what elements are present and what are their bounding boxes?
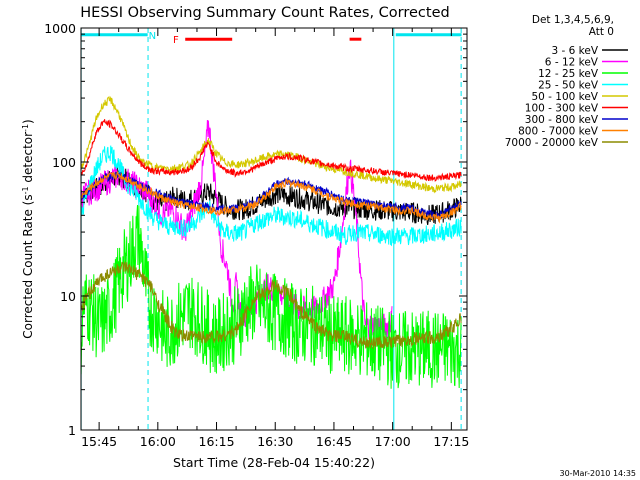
status-flag-1: F bbox=[173, 35, 179, 46]
x-tick-label-0: 15:45 bbox=[81, 434, 117, 449]
x-tick-label-3: 16:30 bbox=[257, 434, 293, 449]
legend-label-2: 12 - 25 keV bbox=[538, 68, 599, 80]
series-lines bbox=[80, 95, 462, 389]
footer-date: 30-Mar-2010 14:35 bbox=[560, 469, 637, 478]
y-tick-label-1: 10 bbox=[60, 289, 76, 304]
y-axis-label-part: Corrected Count Rate (s bbox=[21, 194, 35, 338]
y-tick-label-3: 1000 bbox=[44, 21, 76, 36]
legend-label-0: 3 - 6 keV bbox=[551, 45, 598, 57]
legend-label-5: 100 - 300 keV bbox=[525, 103, 599, 115]
legend-label-8: 7000 - 20000 keV bbox=[505, 137, 599, 149]
plot-frame bbox=[80, 27, 468, 431]
x-tick-label-5: 17:00 bbox=[375, 434, 411, 449]
y-axis-label-superscript: -1 bbox=[21, 124, 30, 132]
legend-header-line-1: Att 0 bbox=[589, 26, 614, 38]
y-axis-label-part: ) bbox=[21, 119, 35, 124]
series-line-3 bbox=[80, 145, 462, 247]
axes: 1 10 100 1000 15:45 16:00 16:15 16:30 16:45 17:00… bbox=[44, 21, 469, 449]
y-axis-label: Corrected Count Rate (s-1 detector-1) bbox=[21, 119, 36, 338]
series-line-7 bbox=[80, 170, 462, 224]
x-tick-label-1: 16:00 bbox=[140, 434, 176, 449]
legend-label-6: 300 - 800 keV bbox=[525, 114, 599, 126]
y-tick-label-2: 100 bbox=[52, 155, 76, 170]
series-line-8 bbox=[80, 260, 462, 349]
legend-label-7: 800 - 7000 keV bbox=[518, 126, 599, 138]
x-axis-label: Start Time (28-Feb-04 15:40:22) bbox=[173, 455, 375, 470]
x-tick-label-6: 17:15 bbox=[433, 434, 469, 449]
y-axis-label-part: detector bbox=[21, 132, 35, 187]
legend-label-3: 25 - 50 keV bbox=[538, 80, 599, 92]
legend-header-line-0: Det 1,3,4,5,6,9, bbox=[532, 14, 614, 26]
series-line-2 bbox=[80, 204, 462, 389]
chart-title: HESSI Observing Summary Count Rates, Cor… bbox=[80, 5, 449, 21]
y-axis-label-superscript: -1 bbox=[21, 186, 30, 194]
series-line-5 bbox=[80, 119, 462, 182]
y-tick-label-0: 1 bbox=[68, 423, 76, 438]
x-tick-label-2: 16:15 bbox=[199, 434, 235, 449]
legend-label-1: 6 - 12 keV bbox=[545, 57, 599, 69]
legend-label-4: 50 - 100 keV bbox=[531, 91, 598, 103]
x-tick-label-4: 16:45 bbox=[316, 434, 352, 449]
status-flag-0: N bbox=[149, 31, 156, 42]
